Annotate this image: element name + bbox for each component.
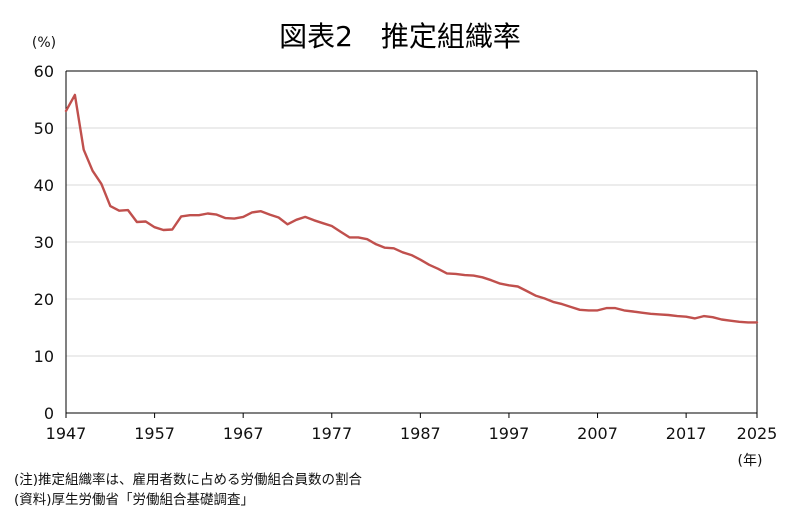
axes xyxy=(65,70,758,418)
y-tick-label: 50 xyxy=(34,119,54,138)
y-tick-label: 20 xyxy=(34,290,54,309)
source-text: (資料)厚生労働省「労働組合基礎調査」 xyxy=(14,492,255,508)
x-tick-label: 2017 xyxy=(666,424,707,443)
y-tick-label: 30 xyxy=(34,233,54,252)
x-tick-label: 1997 xyxy=(489,424,530,443)
x-unit-label: (年) xyxy=(738,453,763,469)
x-tick-label: 1967 xyxy=(223,424,264,443)
y-tick-label: 10 xyxy=(34,347,54,366)
y-tick-label: 40 xyxy=(34,176,54,195)
y-unit-label: (%) xyxy=(32,35,56,51)
x-tick-label: 1987 xyxy=(400,424,441,443)
x-tick-label: 2007 xyxy=(577,424,618,443)
series-layer xyxy=(64,93,759,324)
x-tick-label: 1977 xyxy=(311,424,352,443)
x-tick-label: 2025 xyxy=(737,424,778,443)
x-tick-labels: 1947 1957 1967 1977 1987 1997 2007 2017 2025 xyxy=(46,424,778,443)
chart-title: 図表2 推定組織率 xyxy=(279,20,521,53)
y-tick-labels: 0 10 20 30 40 50 60 xyxy=(34,62,54,423)
y-tick-label: 60 xyxy=(34,62,54,81)
x-tick-label: 1957 xyxy=(134,424,175,443)
series-line xyxy=(64,93,759,324)
x-tick-label: 1947 xyxy=(46,424,87,443)
note-text: (注)推定組織率は、雇用者数に占める労働組合員数の割合 xyxy=(14,472,363,488)
y-tick-label: 0 xyxy=(44,404,54,423)
